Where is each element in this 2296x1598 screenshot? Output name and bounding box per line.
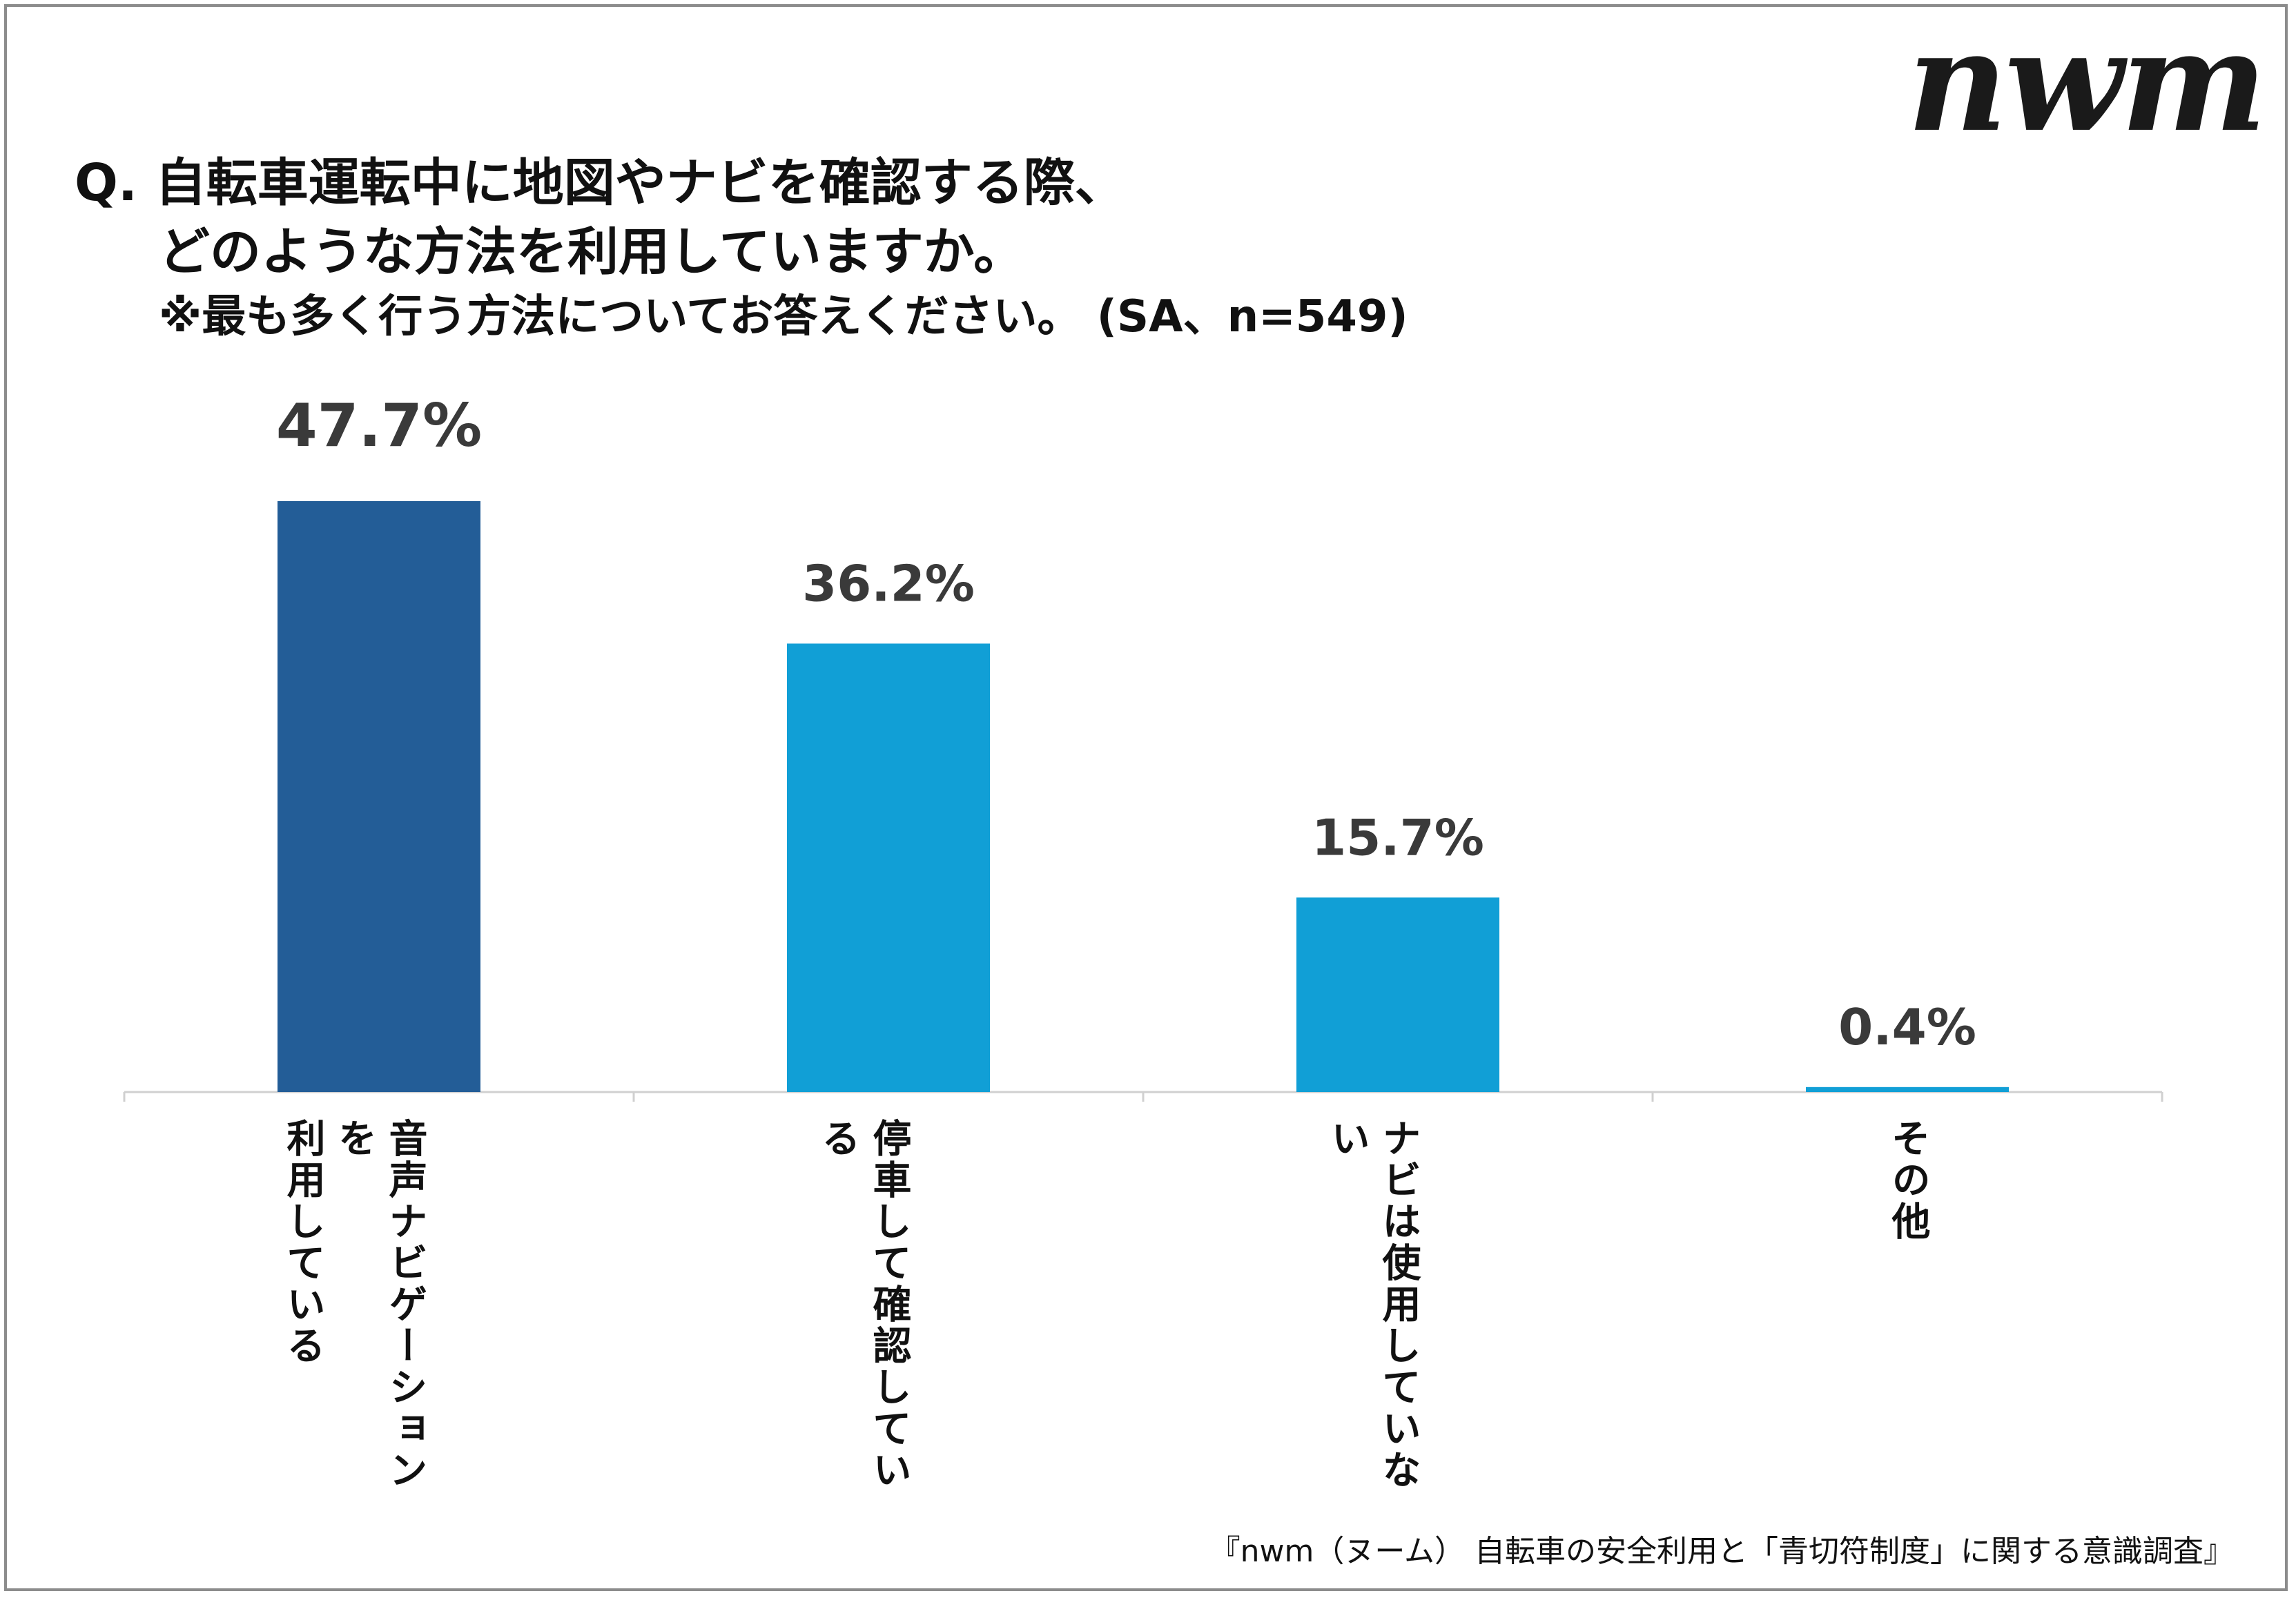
axis-layer: [123, 1091, 2163, 1102]
value-label-2: 36.2%: [802, 554, 975, 612]
value-label-layer: 47.7% 36.2% 15.7% 0.4%: [276, 391, 1976, 1056]
chart-title: Q. 自転車運転中に地図やナビを確認する際、 どのような方法を利用していますか。: [75, 148, 1869, 286]
category-label-line: 利用している: [280, 1118, 325, 1367]
category-label-4: その他: [1882, 1118, 1933, 1505]
brand-logo: nwm: [1907, 1, 2267, 163]
bar-layer: [278, 501, 2009, 1092]
bar-1: [278, 501, 480, 1092]
bar-2: [787, 643, 990, 1092]
value-label-1: 47.7%: [276, 391, 482, 460]
category-label-1: 音声ナビゲーションを 利用している: [280, 1118, 430, 1505]
bar-3: [1296, 897, 1499, 1092]
chart-subtitle: ※最も多く行う方法についてお答えください。 (SA、n=549): [159, 291, 1408, 342]
category-label-line: その他: [1885, 1118, 1930, 1243]
value-label-3: 15.7%: [1312, 808, 1484, 866]
source-footnote: 『nwm（ヌーム） 自転車の安全利用と「青切符制度」に関する意識調査』: [1209, 1534, 2234, 1569]
bar-4: [1806, 1087, 2009, 1092]
category-label-2: 停車して確認している: [815, 1118, 914, 1505]
value-label-4: 0.4%: [1838, 998, 1976, 1056]
category-label-line: 停車して確認している: [815, 1118, 911, 1491]
category-label-line: ナビは使用していない: [1325, 1118, 1421, 1491]
title-line-1: Q. 自転車運転中に地図やナビを確認する際、: [75, 153, 1126, 213]
category-label-line: 音声ナビゲーションを: [331, 1118, 427, 1491]
category-label-3: ナビは使用していない: [1325, 1118, 1423, 1505]
title-line-2: どのような方法を利用していますか。: [159, 222, 1025, 282]
